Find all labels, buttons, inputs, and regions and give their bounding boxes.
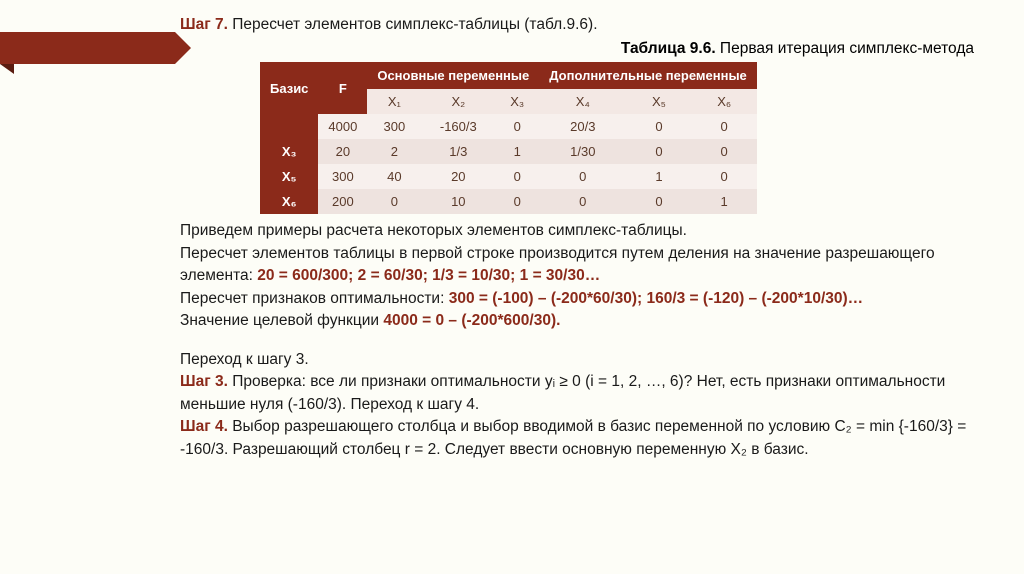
hdr-basis: Базис — [260, 62, 318, 114]
hdr-f: F — [318, 62, 367, 114]
step3-paragraph: Шаг 3. Проверка: все ли признаки оптимал… — [180, 371, 984, 416]
cell: 0 — [367, 189, 421, 214]
cell: 0 — [495, 114, 539, 139]
cell: 0 — [539, 164, 626, 189]
table-row: X₃ 20 2 1/3 1 1/30 0 0 — [260, 139, 757, 164]
sub-x1: X₁ — [367, 89, 421, 114]
cell: -160/3 — [421, 114, 495, 139]
basis-cell: X₅ — [260, 164, 318, 189]
cell: 0 — [692, 164, 757, 189]
slide-content: Шаг 7. Пересчет элементов симплекс-табли… — [180, 14, 984, 461]
sub-x2: X₂ — [421, 89, 495, 114]
text: Проверка: все ли признаки оптимальности … — [180, 373, 945, 412]
cell: 0 — [539, 189, 626, 214]
table-row: X₆ 200 0 10 0 0 0 1 — [260, 189, 757, 214]
paragraph: Значение целевой функции 4000 = 0 – (-20… — [180, 310, 984, 332]
cell: 300 — [367, 114, 421, 139]
cell: 1/30 — [539, 139, 626, 164]
highlight-text: 4000 = 0 – (-200*600/30). — [383, 312, 560, 329]
cell: 0 — [692, 114, 757, 139]
basis-cell: X₃ — [260, 139, 318, 164]
table-row: 4000 300 -160/3 0 20/3 0 0 — [260, 114, 757, 139]
cell: 20 — [318, 139, 367, 164]
cell: 0 — [495, 189, 539, 214]
table-caption: Таблица 9.6. Первая итерация симплекс-ме… — [180, 40, 984, 58]
cell: 1/3 — [421, 139, 495, 164]
decorative-ribbon — [0, 32, 175, 64]
cell: 2 — [367, 139, 421, 164]
highlight-text: 20 = 600/300; 2 = 60/30; 1/3 = 10/30; 1 … — [257, 267, 600, 284]
cell: 1 — [692, 189, 757, 214]
simplex-table: Базис F Основные переменные Дополнительн… — [260, 62, 757, 214]
step4-label: Шаг 4. — [180, 418, 228, 435]
text: Пересчет признаков оптимальности: — [180, 290, 449, 307]
sub-x4: X₄ — [539, 89, 626, 114]
step7-line: Шаг 7. Пересчет элементов симплекс-табли… — [180, 14, 984, 36]
caption-bold: Таблица 9.6. — [621, 40, 716, 57]
table-row: X₅ 300 40 20 0 0 1 0 — [260, 164, 757, 189]
caption-rest: Первая итерация симплекс-метода — [716, 40, 974, 57]
highlight-text: 300 = (-100) – (-200*60/30); 160/3 = (-1… — [449, 290, 863, 307]
step7-text: Пересчет элементов симплекс-таблицы (таб… — [228, 16, 598, 33]
text: Значение целевой функции — [180, 312, 383, 329]
cell: 0 — [692, 139, 757, 164]
cell: 0 — [626, 189, 691, 214]
cell: 300 — [318, 164, 367, 189]
cell: 20 — [421, 164, 495, 189]
hdr-main: Основные переменные — [367, 62, 539, 89]
cell: 10 — [421, 189, 495, 214]
paragraph: Приведем примеры расчета некоторых элеме… — [180, 220, 984, 242]
sub-x3: X₃ — [495, 89, 539, 114]
paragraph: Пересчет признаков оптимальности: 300 = … — [180, 288, 984, 310]
cell: 1 — [626, 164, 691, 189]
basis-cell: X₆ — [260, 189, 318, 214]
cell: 0 — [626, 139, 691, 164]
cell: 40 — [367, 164, 421, 189]
table-header-row: Базис F Основные переменные Дополнительн… — [260, 62, 757, 89]
step4-paragraph: Шаг 4. Выбор разрешающего столбца и выбо… — [180, 416, 984, 461]
text: Выбор разрешающего столбца и выбор вводи… — [180, 418, 966, 457]
cell: 0 — [495, 164, 539, 189]
sub-x6: X₆ — [692, 89, 757, 114]
cell: 20/3 — [539, 114, 626, 139]
step3-label: Шаг 3. — [180, 373, 228, 390]
step7-label: Шаг 7. — [180, 16, 228, 33]
cell: 1 — [495, 139, 539, 164]
paragraph: Пересчет элементов таблицы в первой стро… — [180, 243, 984, 288]
simplex-table-wrap: Базис F Основные переменные Дополнительн… — [260, 62, 984, 214]
paragraph: Переход к шагу 3. — [180, 349, 984, 371]
hdr-extra: Дополнительные переменные — [539, 62, 757, 89]
cell: 4000 — [318, 114, 367, 139]
basis-cell — [260, 114, 318, 139]
cell: 0 — [626, 114, 691, 139]
cell: 200 — [318, 189, 367, 214]
sub-x5: X₅ — [626, 89, 691, 114]
